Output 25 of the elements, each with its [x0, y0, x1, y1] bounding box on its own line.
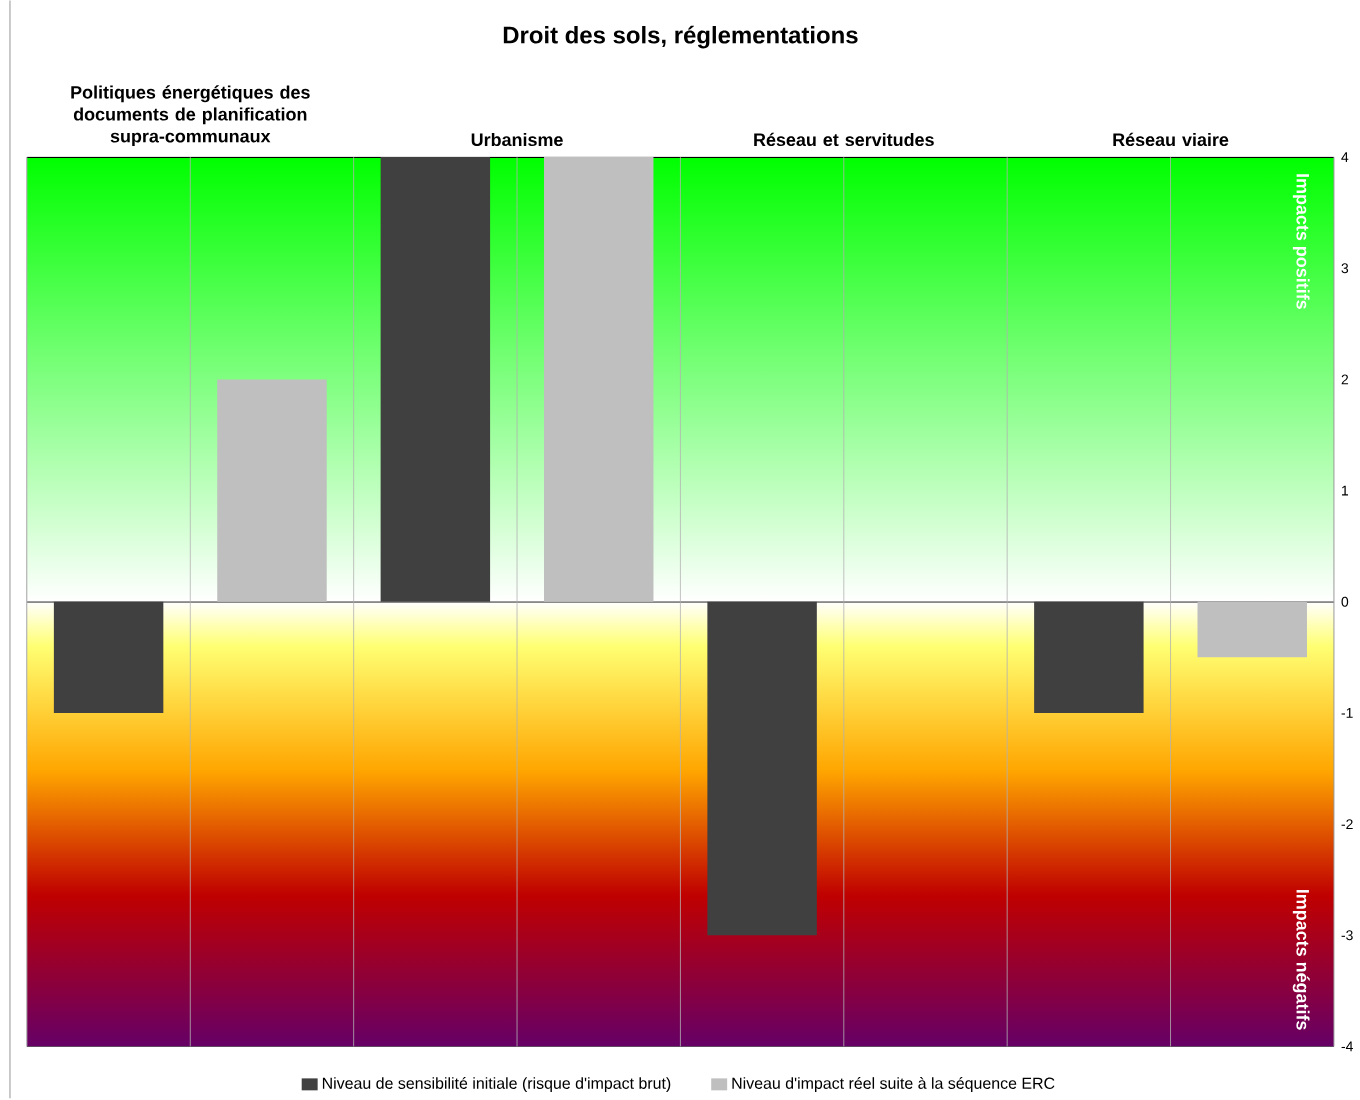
- y-tick-label: 4: [1341, 152, 1349, 163]
- bar: [217, 379, 327, 602]
- y-tick-label: 1: [1342, 485, 1349, 496]
- y-tick-label: 0: [1341, 596, 1349, 607]
- y-tick-label: -4: [1341, 1041, 1353, 1052]
- y-tick-label: -3: [1341, 930, 1353, 941]
- x-tick-label: Urbanisme: [471, 133, 563, 147]
- y-tick-label: -1: [1341, 708, 1353, 718]
- band-label: Impacts positifs: [1292, 174, 1310, 310]
- band-label: Impacts négatifs: [1292, 890, 1310, 1030]
- x-tick-label: Réseau viaire: [1113, 132, 1229, 147]
- bar: [544, 157, 654, 602]
- x-tick-label: Politiques énergétiques des documents de planification supra-communaux: [71, 85, 310, 147]
- bar: [1197, 601, 1307, 658]
- bar: [1034, 601, 1144, 714]
- y-tick-label: -2: [1341, 819, 1353, 830]
- y-tick-label: 3: [1341, 263, 1349, 274]
- bar: [53, 601, 164, 714]
- legend-label: Niveau de sensibilité initiale (risque d'impact brut): [322, 1077, 671, 1093]
- y-tick-label: 2: [1341, 374, 1349, 385]
- chart-title: Droit des sols, réglementations: [503, 25, 858, 49]
- bar: [707, 601, 817, 936]
- x-tick-label: Réseau et servitudes: [754, 132, 934, 147]
- bar: [380, 157, 491, 602]
- legend-label: Niveau d'impact réel suite à la séquence ERC: [732, 1077, 1055, 1093]
